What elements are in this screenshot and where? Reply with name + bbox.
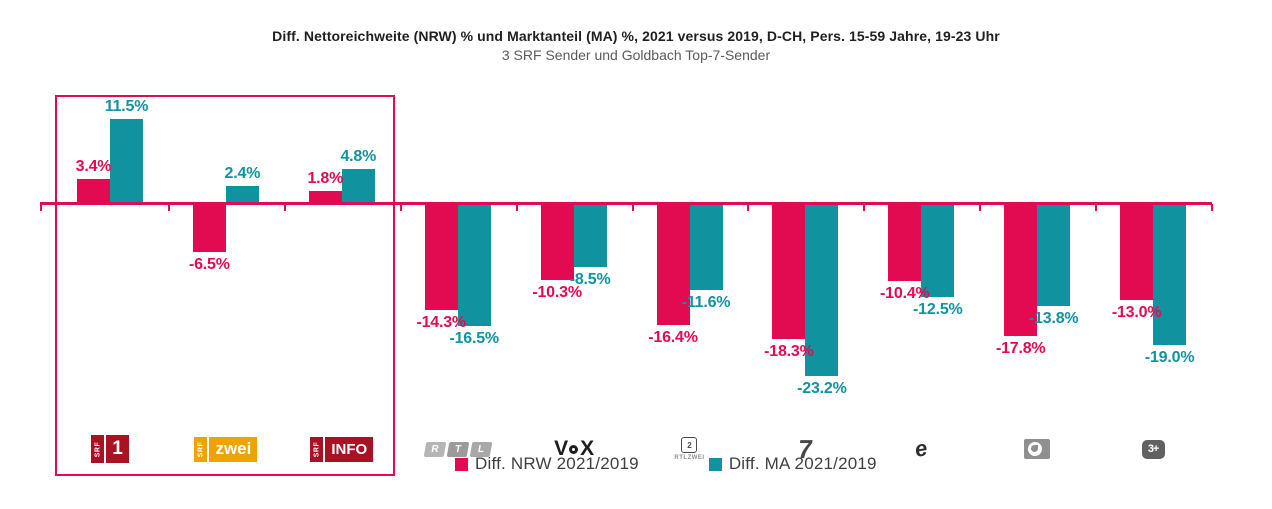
3plus-logo: 3+ — [1141, 439, 1165, 459]
vox-logo-letter-v: V — [554, 437, 568, 460]
x-axis-line — [40, 202, 1212, 205]
value-label-ma-e: -12.5% — [913, 300, 963, 318]
bar-nrw-srf-info — [308, 190, 342, 204]
value-label-nrw-srf-info: 1.8% — [307, 169, 344, 187]
value-label-ma-rtl: -16.5% — [449, 330, 499, 348]
value-label-nrw-srf-zwei: -6.5% — [188, 256, 230, 274]
bar-nrw-rtl — [424, 204, 458, 310]
bar-ma-srf-zwei — [225, 186, 259, 204]
srf-zwei-logo-prefix-text: SRF — [197, 441, 205, 457]
bar-nrw-prosieben — [772, 204, 806, 340]
bar-ma-e — [921, 204, 955, 297]
srf-zwei-logo-prefix-box: SRF — [194, 436, 208, 462]
channel-3plus: 3+ — [1093, 430, 1213, 468]
srf-1-logo-prefix-text: SRF — [94, 441, 102, 457]
value-label-ma-srf-1: 11.5% — [104, 97, 149, 115]
bar-ma-sat-1 — [1037, 204, 1071, 307]
channel-e-channel: e — [861, 430, 981, 468]
value-label-ma-vox: -8.5% — [569, 270, 611, 288]
bar-nrw-srf-1 — [77, 178, 110, 204]
sat1-logo-ball-icon — [1028, 442, 1043, 456]
rtl-logo-block-r: R — [423, 441, 447, 457]
bar-nrw-rtl-zwei — [656, 204, 690, 326]
legend: Diff. NRW 2021/2019 Diff. MA 2021/2019 — [455, 454, 877, 474]
rtl-zwei-logo-box: 2 — [681, 437, 698, 453]
value-label-nrw-3: -13.0% — [1111, 304, 1162, 322]
srf-info-logo-prefix-text: SRF — [313, 441, 321, 457]
bar-nrw-srf-zwei — [192, 204, 226, 253]
value-label-nrw-sat-1: -17.8% — [995, 339, 1046, 357]
bar-ma-srf-1 — [110, 118, 143, 204]
channel-srf-zwei: SRF zwei — [166, 430, 286, 468]
srf-zwei-logo-main-box: zwei — [209, 436, 258, 462]
vox-logo-ball-icon — [569, 444, 579, 454]
axis-tick-7 — [863, 204, 866, 211]
bar-ma-3 — [1153, 204, 1187, 345]
legend-swatch-nrw — [455, 457, 468, 471]
axis-tick-9 — [1095, 204, 1098, 211]
chart-subtitle: 3 SRF Sender und Goldbach Top-7-Sender — [501, 47, 771, 63]
bar-ma-srf-info — [341, 168, 375, 204]
value-label-nrw-rtl: -14.3% — [416, 313, 466, 331]
e-channel-logo: e — [913, 435, 930, 462]
channel-sat1 — [977, 430, 1097, 468]
axis-tick-5 — [631, 204, 634, 211]
value-label-nrw-rtl-zwei: -16.4% — [648, 329, 698, 347]
srf-zwei-logo: SRF zwei — [194, 436, 258, 462]
value-label-ma-srf-zwei: 2.4% — [224, 165, 261, 183]
legend-swatch-ma — [708, 457, 722, 471]
bar-nrw-e — [888, 204, 922, 281]
bar-ma-rtl-zwei — [689, 204, 723, 290]
legend-label-ma: Diff. MA 2021/2019 — [728, 454, 877, 473]
rtl-zwei-logo-subtext: RTLZWEI — [674, 455, 705, 461]
sat1-logo — [1024, 439, 1051, 459]
axis-tick-3 — [399, 204, 402, 211]
value-label-ma-prosieben: -23.2% — [797, 379, 847, 397]
axis-tick-10 — [1211, 204, 1213, 211]
value-label-ma-srf-info: 4.8% — [340, 147, 377, 165]
bar-ma-prosieben — [805, 204, 839, 376]
srf-info-logo: SRF INFO — [310, 436, 374, 462]
value-label-ma-3: -19.0% — [1144, 348, 1195, 366]
vox-logo-letter-x: X — [580, 437, 594, 460]
srf-info-logo-prefix-box: SRF — [310, 436, 324, 462]
value-label-nrw-srf-1: 3.4% — [75, 157, 112, 175]
bar-nrw-3 — [1120, 204, 1154, 301]
axis-tick-8 — [979, 204, 982, 211]
axis-tick-1 — [167, 204, 170, 211]
bar-nrw-vox — [540, 204, 574, 281]
bar-nrw-sat-1 — [1004, 204, 1038, 336]
bar-ma-rtl — [457, 204, 491, 327]
value-label-nrw-vox: -10.3% — [532, 284, 582, 302]
srf-1-logo-prefix-box: SRF — [91, 435, 105, 463]
rtl-zwei-logo: 2 RTLZWEI — [674, 437, 704, 461]
axis-tick-0 — [40, 204, 42, 211]
value-label-nrw-prosieben: -18.3% — [764, 343, 814, 361]
value-label-ma-sat-1: -13.8% — [1028, 310, 1079, 328]
legend-label-nrw: Diff. NRW 2021/2019 — [475, 454, 639, 473]
value-label-nrw-e: -10.4% — [880, 285, 930, 302]
legend-item-ma: Diff. MA 2021/2019 — [708, 454, 877, 474]
legend-item-nrw: Diff. NRW 2021/2019 — [455, 454, 639, 474]
axis-tick-4 — [515, 204, 518, 211]
srf-highlight-box — [55, 95, 395, 476]
bar-ma-vox — [573, 204, 607, 267]
channel-rtl-zwei: 2 RTLZWEI — [630, 430, 750, 468]
channel-srf-1: SRF 1 — [50, 430, 170, 468]
axis-tick-6 — [747, 204, 750, 211]
axis-tick-2 — [283, 204, 286, 211]
chart-title: Diff. Nettoreichweite (NRW) % und Markta… — [272, 28, 1000, 44]
value-label-ma-rtl-zwei: -11.6% — [681, 293, 731, 311]
srf-1-logo: SRF 1 — [91, 435, 129, 463]
channel-srf-info: SRF INFO — [282, 430, 402, 468]
srf-1-logo-main-box: 1 — [106, 435, 129, 463]
srf-info-logo-main-box: INFO — [325, 436, 374, 462]
